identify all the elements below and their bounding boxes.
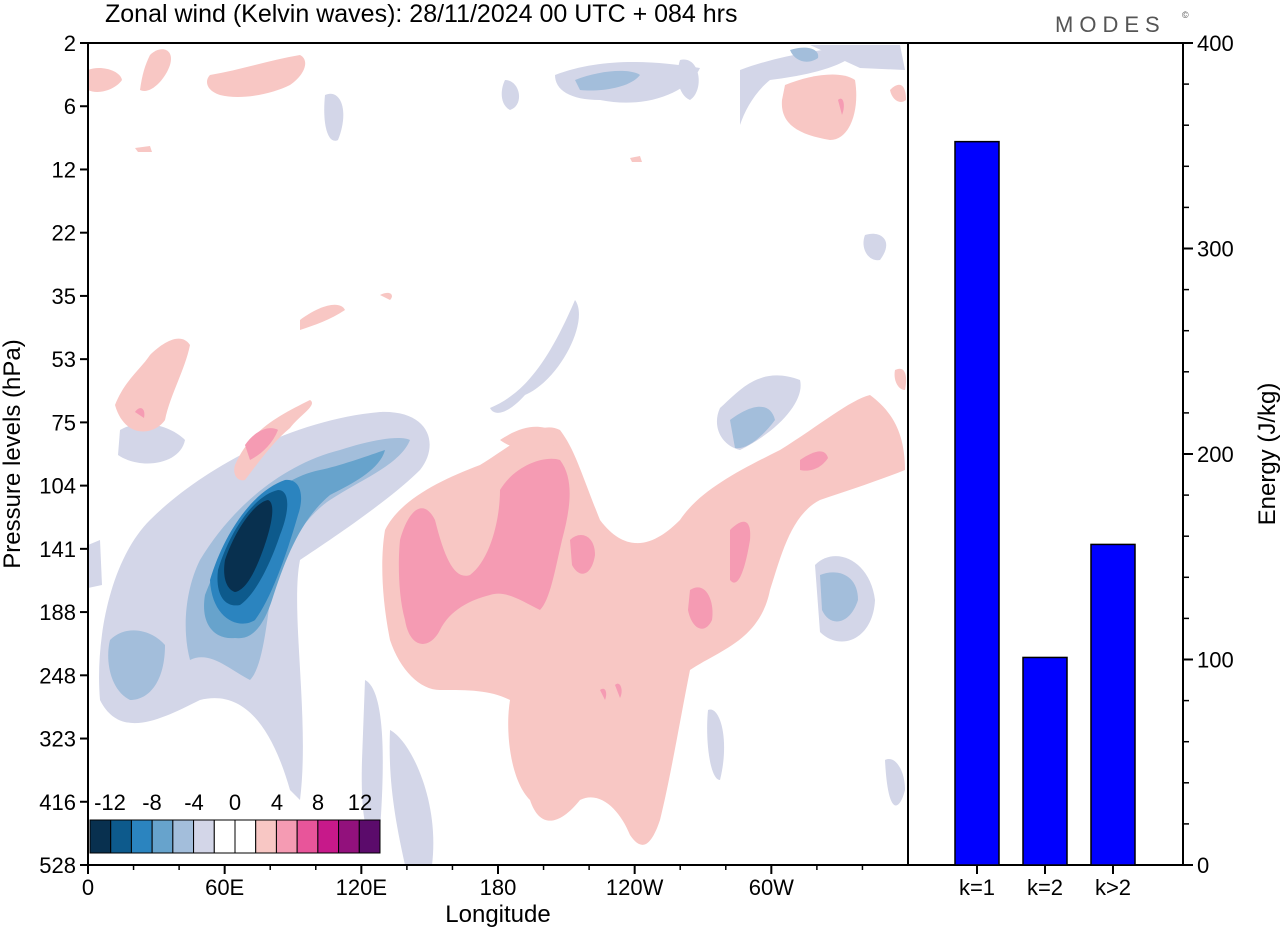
energy-axis-title: Energy (J/kg) <box>1254 383 1280 526</box>
energy-tick-label: 300 <box>1197 237 1234 262</box>
energy-bars: k=1 k=2 k>2 <box>954 140 1136 900</box>
colorbar-label-neg12: -12 <box>94 790 126 815</box>
colorbar-swatch <box>358 819 381 854</box>
y-tick-label: 141 <box>39 537 76 562</box>
x-tick-label: 180 <box>480 875 517 900</box>
y-tick-label: 528 <box>39 853 76 878</box>
energy-bar <box>1022 656 1068 866</box>
y-tick-label: 2 <box>64 31 76 56</box>
energy-category-label: k>2 <box>1095 875 1131 900</box>
logo-mark: © <box>1182 10 1189 20</box>
y-tick-label: 104 <box>39 474 76 499</box>
colorbar-labels: -12 -8 -4 0 4 8 12 <box>94 790 372 815</box>
x-tick-label: 0 <box>82 875 94 900</box>
energy-tick-label: 100 <box>1197 648 1234 673</box>
colorbar-swatch <box>234 819 257 854</box>
energy-tick-label: 400 <box>1197 31 1234 56</box>
colorbar-swatch <box>193 819 215 854</box>
y-tick-label: 323 <box>39 727 76 752</box>
y-tick-label: 12 <box>52 157 76 182</box>
y-tick-label: 188 <box>39 600 76 625</box>
colorbar-swatch <box>130 819 153 854</box>
contour-level-pos-mid <box>135 98 844 700</box>
contour-level-pos-light <box>88 49 907 845</box>
colorbar-label-neg8: -8 <box>142 790 162 815</box>
y-tick-label: 75 <box>52 410 76 435</box>
colorbar-swatch <box>213 819 236 854</box>
x-tick-label: 120W <box>606 875 664 900</box>
energy-category-label: k=2 <box>1027 875 1063 900</box>
colorbar-swatch <box>317 819 340 854</box>
x-axis-title: Longitude <box>445 901 550 928</box>
colorbar-swatch <box>110 819 132 854</box>
y-axis-title: Pressure levels (hPa) <box>0 339 26 568</box>
energy-tick-label: 200 <box>1197 442 1234 467</box>
colorbar-label-pos4: 4 <box>271 790 283 815</box>
y-tick-label: 35 <box>52 284 76 309</box>
colorbar-swatch <box>89 819 112 854</box>
y-tick-label: 248 <box>39 663 76 688</box>
colorbar-label-zero: 0 <box>229 790 241 815</box>
colorbar-label-pos12: 12 <box>348 790 372 815</box>
energy-tick-label: 0 <box>1197 853 1209 878</box>
chart-title: Zonal wind (Kelvin waves): 28/11/2024 00… <box>105 0 738 28</box>
contour-field <box>88 45 907 865</box>
colorbar-label-pos8: 8 <box>312 790 324 815</box>
colorbar-swatch <box>172 819 195 854</box>
colorbar-swatch <box>296 819 319 854</box>
bar-axes: 0 100 200 300 400 <box>1183 31 1234 878</box>
colorbar-swatch <box>255 819 277 854</box>
colorbar-swatch <box>338 819 360 854</box>
colorbar-swatch <box>151 819 174 854</box>
colorbar-swatch <box>275 819 298 854</box>
y-tick-label: 416 <box>39 790 76 815</box>
energy-bar <box>1090 543 1136 866</box>
x-tick-label: 60E <box>205 875 244 900</box>
colorbar <box>89 819 381 854</box>
energy-bar <box>954 140 1000 866</box>
y-tick-label: 22 <box>52 221 76 246</box>
contour-level-neg-core <box>224 500 273 592</box>
modes-logo: MODES <box>1055 12 1166 37</box>
x-tick-label: 60W <box>749 875 794 900</box>
x-tick-label: 120E <box>336 875 387 900</box>
y-tick-label: 6 <box>64 94 76 119</box>
colorbar-label-neg4: -4 <box>184 790 204 815</box>
y-tick-label: 53 <box>52 347 76 372</box>
contour-level-neg-light <box>88 45 905 865</box>
energy-category-label: k=1 <box>959 875 995 900</box>
